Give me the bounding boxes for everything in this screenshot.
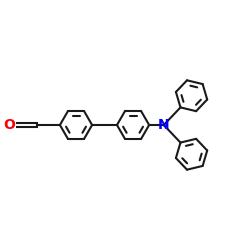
Text: O: O	[3, 118, 15, 132]
Text: N: N	[158, 118, 170, 132]
